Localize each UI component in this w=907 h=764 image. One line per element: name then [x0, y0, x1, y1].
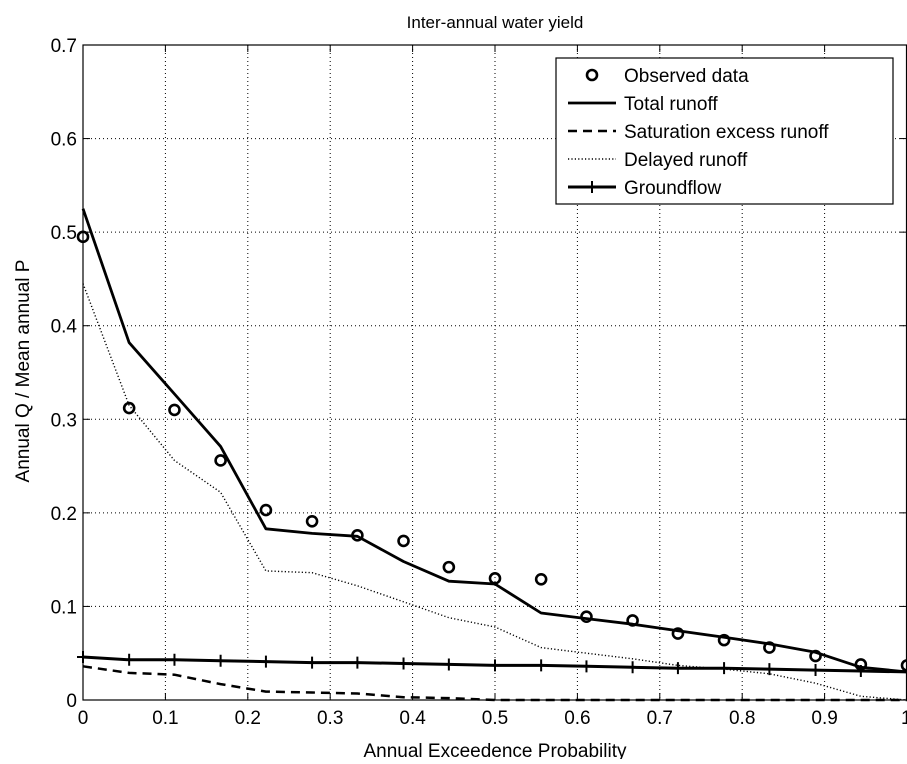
legend-item-delayed-runoff: Delayed runoff — [568, 150, 748, 171]
observed-data-point — [397, 534, 410, 548]
legend-item-saturation-excess-runoff: Saturation excess runoff — [568, 122, 829, 143]
legend-item-total-runoff: Total runoff — [568, 94, 718, 115]
legend-label: Observed data — [624, 66, 749, 87]
series-saturation-excess-runoff — [82, 665, 907, 702]
groundflow-marker — [214, 654, 227, 667]
x-tick-label: 0.2 — [235, 708, 261, 729]
delayed-runoff-line — [82, 283, 907, 701]
chart-title: Inter-annual water yield — [407, 13, 584, 32]
observed-data-point — [214, 454, 227, 467]
legend: Observed data Total runoff Saturation exce… — [555, 57, 894, 205]
x-tick-label: 0 — [78, 708, 89, 729]
legend-label: Total runoff — [624, 94, 718, 115]
groundflow-marker — [580, 660, 593, 673]
groundflow-marker — [351, 656, 364, 669]
observed-data-point — [442, 560, 456, 574]
observed-data-point — [168, 403, 181, 417]
observed-data-point — [122, 401, 136, 415]
x-tick-label: 0.8 — [729, 708, 755, 729]
legend-item-groundflow: Groundflow — [568, 178, 721, 199]
y-tick-label: 0.1 — [51, 597, 77, 618]
observed-data-point — [259, 503, 273, 517]
legend-item-observed-data: Observed data — [585, 66, 749, 87]
groundflow-marker — [535, 659, 548, 672]
legend-box — [555, 57, 894, 205]
groundflow-marker — [854, 664, 867, 677]
groundflow-marker — [397, 657, 410, 670]
groundflow-marker — [809, 664, 822, 677]
groundflow-marker — [442, 658, 455, 671]
observed-data-point — [76, 230, 90, 244]
tick-labels: 0 0.1 0.2 0.3 0.4 0.5 0.6 0.7 0.8 0.9 1 0 0.1 0.2 0.3 0… — [51, 36, 907, 729]
observed-data-point — [900, 659, 907, 672]
groundflow-marker — [77, 650, 89, 663]
legend-label: Groundflow — [624, 178, 721, 199]
groundflow-marker — [718, 662, 731, 675]
x-tick-label: 0.5 — [482, 708, 508, 729]
groundflow-marker — [626, 661, 639, 674]
x-tick-label: 0.9 — [811, 708, 837, 729]
saturation-excess-runoff-line — [82, 665, 907, 702]
groundflow-marker — [306, 656, 319, 669]
legend-label: Saturation excess runoff — [624, 122, 829, 143]
groundflow-marker — [671, 662, 684, 675]
grid-lines — [83, 45, 907, 700]
y-axis-title: Annual Q / Mean annual P — [13, 260, 34, 483]
groundflow-marker — [901, 665, 907, 678]
groundflow-marker — [489, 659, 501, 672]
groundflow-marker — [123, 653, 136, 666]
legend-swatch — [585, 68, 599, 82]
y-tick-label: 0 — [66, 691, 77, 712]
series-delayed-runoff — [82, 283, 907, 701]
legend-swatch-marker — [586, 181, 598, 193]
observed-data-point — [671, 627, 685, 640]
x-tick-label: 0.1 — [152, 708, 178, 729]
x-tick-label: 0.4 — [399, 708, 426, 729]
observed-data-point — [534, 572, 548, 586]
x-axis-title: Annual Exceedence Probability — [363, 741, 627, 759]
observed-data-point — [305, 514, 319, 528]
y-tick-label: 0.6 — [51, 130, 77, 151]
groundflow-marker — [763, 663, 776, 676]
observed-data-point — [717, 633, 731, 647]
y-tick-label: 0.2 — [51, 504, 77, 525]
series-groundflow — [77, 650, 907, 678]
x-tick-label: 0.7 — [647, 708, 673, 729]
x-tick-label: 0.6 — [564, 708, 590, 729]
groundflow-marker — [168, 653, 181, 666]
y-tick-label: 0.3 — [51, 410, 77, 431]
series-layer — [76, 208, 907, 702]
y-tick-label: 0.4 — [51, 317, 78, 338]
x-tick-label: 1 — [901, 708, 907, 729]
groundflow-marker — [259, 655, 272, 668]
legend-label: Delayed runoff — [624, 150, 748, 171]
x-tick-label: 0.3 — [317, 708, 343, 729]
series-total-runoff — [81, 208, 907, 674]
y-tick-label: 0.7 — [51, 36, 77, 57]
y-tick-label: 0.5 — [51, 223, 77, 244]
total-runoff-line — [81, 208, 907, 674]
